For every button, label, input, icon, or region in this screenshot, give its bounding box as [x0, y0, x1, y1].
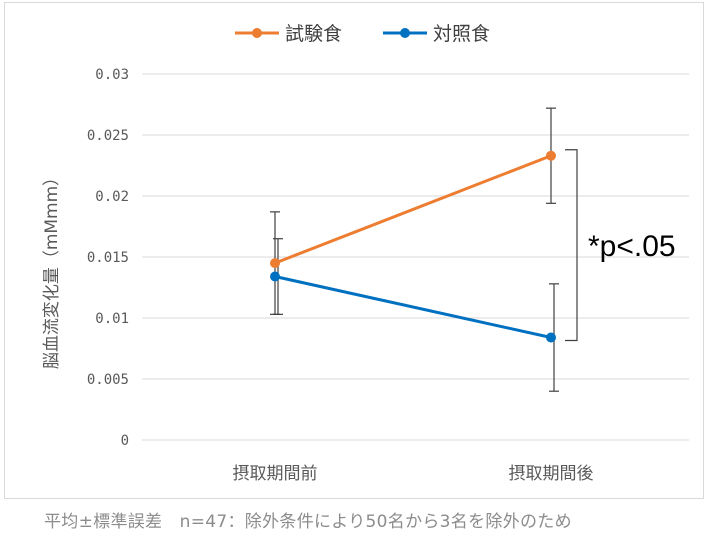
y-tick-label: 0 — [121, 433, 129, 449]
y-tick-label: 0.025 — [87, 128, 129, 144]
x-category-label: 摂取期間後 — [509, 464, 594, 484]
y-axis-label: 脳血流変化量（mMmm） — [42, 169, 62, 369]
series-line — [274, 154, 552, 265]
data-point — [270, 271, 280, 282]
data-point — [546, 332, 556, 343]
legend-swatch-marker — [400, 28, 410, 38]
series-group — [270, 107, 559, 392]
data-point — [546, 150, 556, 161]
legend-swatch-marker — [252, 28, 262, 38]
significance-annotation: *p<.05 — [588, 230, 676, 263]
legend-label: 対照食 — [433, 23, 490, 45]
significance-bracket — [565, 149, 578, 342]
y-tick-label: 0.03 — [95, 67, 129, 83]
y-tick-label: 0.015 — [87, 250, 129, 266]
legend-label: 試験食 — [285, 23, 342, 45]
series-line — [274, 275, 552, 339]
category-labels: 摂取期間前 摂取期間後 — [233, 464, 594, 484]
legend: 試験食 対照食 — [235, 23, 490, 45]
y-tick-labels: 0 0.005 0.01 0.015 0.02 0.025 0.03 — [87, 67, 129, 449]
y-tick-label: 0.02 — [95, 189, 129, 205]
chart-frame: 0 0.005 0.01 0.015 0.02 0.025 0.03 摂取期間前 摂取期間後 … — [4, 2, 704, 499]
y-tick-label: 0.01 — [95, 311, 129, 327]
gridlines — [142, 73, 689, 441]
x-category-label: 摂取期間前 — [233, 464, 318, 484]
y-tick-label: 0.005 — [87, 372, 129, 388]
footnote: 平均±標準誤差 n=47：除外条件により50名から3名を除外のため — [44, 512, 572, 532]
data-point — [270, 258, 280, 269]
